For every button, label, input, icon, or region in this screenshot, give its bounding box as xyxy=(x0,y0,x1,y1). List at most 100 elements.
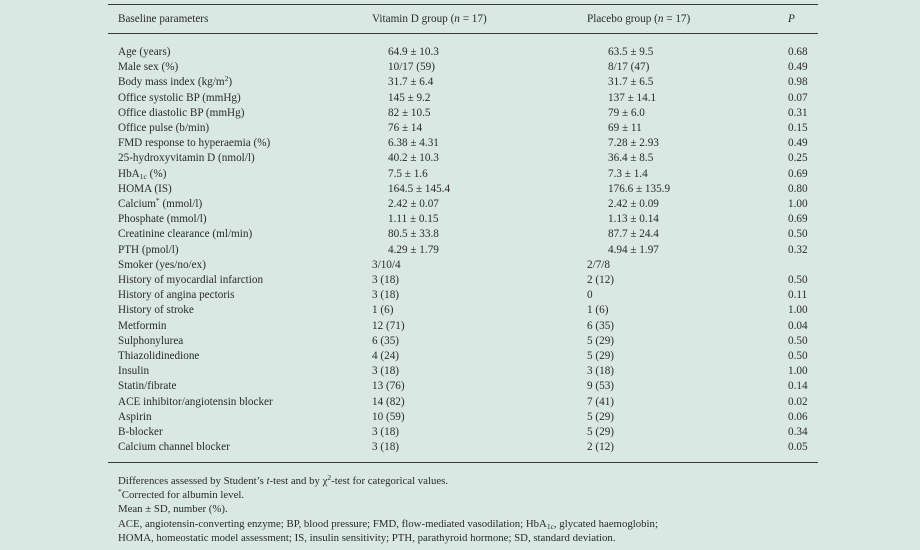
row-label: HOMA (IS) xyxy=(118,182,172,195)
placebo-value: 0 xyxy=(587,289,593,302)
row-label: Office systolic BP (mmHg) xyxy=(118,91,241,104)
header-rule xyxy=(108,33,818,34)
table-row: HbA1c (%) 7.5 ± 1.6 7.3 ± 1.4 0.69 xyxy=(0,167,920,182)
row-label: 25-hydroxyvitamin D (nmol/l) xyxy=(118,152,255,165)
table-row: FMD response to hyperaemia (%) 6.38 ± 4.3… xyxy=(0,136,920,151)
row-label: Creatinine clearance (ml/min) xyxy=(118,228,253,241)
table-footnotes: Differences assessed by Student’s t-test… xyxy=(118,474,658,545)
row-label: Statin/fibrate xyxy=(118,380,177,393)
vitamin-d-value: 164.5 ± 145.4 xyxy=(388,182,451,195)
placebo-value: 3 (18) xyxy=(587,365,615,378)
p-value: 1.00 xyxy=(788,198,808,210)
row-label: Calcium channel blocker xyxy=(118,441,230,454)
vitamin-d-value: 3 (18) xyxy=(372,274,400,286)
table-row: Office diastolic BP (mmHg) 82 ± 10.5 79 ± … xyxy=(0,106,920,121)
p-value: 0.49 xyxy=(788,61,808,74)
header-vitamin-d: Vitamin D group (n = 17) xyxy=(372,13,487,25)
placebo-value: 5 (29) xyxy=(587,350,615,362)
table-row: Creatinine clearance (ml/min) 80.5 ± 33.8… xyxy=(0,227,920,242)
p-value: 0.25 xyxy=(788,152,808,165)
placebo-value: 5 (29) xyxy=(587,334,615,347)
row-label: Smoker (yes/no/ex) xyxy=(118,258,206,271)
header-parameters: Baseline parameters xyxy=(118,13,209,25)
top-rule xyxy=(108,4,818,5)
vitamin-d-value: 6 (35) xyxy=(372,334,400,347)
placebo-value: 2.42 ± 0.09 xyxy=(608,198,659,210)
table-row: Calcium channel blocker 3 (18) 2 (12) 0.05 xyxy=(0,440,920,455)
placebo-value: 2 (12) xyxy=(587,441,615,454)
p-value: 0.32 xyxy=(788,243,808,256)
row-label: Office diastolic BP (mmHg) xyxy=(118,106,245,119)
row-label: Male sex (%) xyxy=(118,61,179,74)
row-label: Sulphonylurea xyxy=(118,334,184,347)
table-row: Aspirin 10 (59) 5 (29) 0.06 xyxy=(0,410,920,425)
table-row: 25-hydroxyvitamin D (nmol/l) 40.2 ± 10.3 3… xyxy=(0,151,920,166)
vitamin-d-value: 10 (59) xyxy=(372,410,405,423)
table-row: Office systolic BP (mmHg) 145 ± 9.2 137 ± … xyxy=(0,91,920,106)
table-row: Body mass index (kg/m2) 31.7 ± 6.4 31.7 ± … xyxy=(0,75,920,90)
placebo-value: 36.4 ± 8.5 xyxy=(608,152,654,165)
table-row: History of stroke 1 (6) 1 (6) 1.00 xyxy=(0,303,920,318)
row-label: Thiazolidinedione xyxy=(118,350,200,362)
vitamin-d-value: 14 (82) xyxy=(372,395,405,408)
vitamin-d-value: 7.5 ± 1.6 xyxy=(388,167,428,180)
p-value: 0.07 xyxy=(788,91,808,104)
header-placebo: Placebo group (n = 17) xyxy=(587,13,691,25)
row-label: Aspirin xyxy=(118,410,152,423)
p-value: 0.69 xyxy=(788,213,808,226)
row-label: Body mass index (kg/m2) xyxy=(118,74,233,89)
vitamin-d-value: 80.5 ± 33.8 xyxy=(388,228,439,241)
row-label: Age (years) xyxy=(118,46,171,58)
placebo-value: 176.6 ± 135.9 xyxy=(608,182,671,195)
table-row: Metformin 12 (71) 6 (35) 0.04 xyxy=(0,319,920,334)
p-value: 0.14 xyxy=(788,380,808,393)
placebo-value: 7.28 ± 2.93 xyxy=(608,137,659,150)
placebo-value: 63.5 ± 9.5 xyxy=(608,46,654,58)
placebo-value: 137 ± 14.1 xyxy=(608,91,657,104)
row-label: History of myocardial infarction xyxy=(118,274,264,286)
row-label: HbA1c (%) xyxy=(118,167,167,181)
bottom-rule xyxy=(108,462,818,463)
p-value: 0.49 xyxy=(788,137,808,150)
placebo-value: 9 (53) xyxy=(587,380,615,393)
vitamin-d-value: 13 (76) xyxy=(372,380,405,393)
vitamin-d-value: 6.38 ± 4.31 xyxy=(388,137,439,150)
vitamin-d-value: 4 (24) xyxy=(372,350,400,362)
row-label: History of angina pectoris xyxy=(118,289,235,302)
table-row: B-blocker 3 (18) 5 (29) 0.34 xyxy=(0,425,920,440)
table-row: Office pulse (b/min) 76 ± 14 69 ± 11 0.15 xyxy=(0,121,920,136)
table-row: Smoker (yes/no/ex) 3/10/4 2/7/8 xyxy=(0,258,920,273)
p-value: 0.50 xyxy=(788,274,808,286)
placebo-value: 5 (29) xyxy=(587,410,615,423)
vitamin-d-value: 4.29 ± 1.79 xyxy=(388,243,439,256)
vitamin-d-value: 3/10/4 xyxy=(372,258,401,271)
p-value: 0.15 xyxy=(788,122,808,134)
row-label: Office pulse (b/min) xyxy=(118,122,210,134)
p-value: 0.04 xyxy=(788,319,808,332)
p-value: 0.50 xyxy=(788,334,808,347)
placebo-value: 7 (41) xyxy=(587,395,615,408)
placebo-value: 69 ± 11 xyxy=(608,122,642,134)
vitamin-d-value: 82 ± 10.5 xyxy=(388,106,431,119)
table-row: Sulphonylurea 6 (35) 5 (29) 0.50 xyxy=(0,334,920,349)
p-value: 0.68 xyxy=(788,46,808,58)
p-value: 0.02 xyxy=(788,395,808,408)
vitamin-d-value: 12 (71) xyxy=(372,319,405,332)
p-value: 0.05 xyxy=(788,441,808,454)
row-label: History of stroke xyxy=(118,304,194,317)
row-label: B-blocker xyxy=(118,426,163,438)
table-row: Insulin 3 (18) 3 (18) 1.00 xyxy=(0,364,920,379)
footnote-abbreviations-1: ACE, angiotensin-converting enzyme; BP, … xyxy=(118,517,658,531)
vitamin-d-value: 31.7 ± 6.4 xyxy=(388,76,434,89)
row-label: Insulin xyxy=(118,365,150,378)
placebo-value: 4.94 ± 1.97 xyxy=(608,243,659,256)
p-value: 0.34 xyxy=(788,426,808,438)
row-label: Calcium* (mmol/l) xyxy=(118,196,203,210)
row-label: Metformin xyxy=(118,319,167,332)
table-row: ACE inhibitor/angiotensin blocker 14 (82)… xyxy=(0,395,920,410)
vitamin-d-value: 2.42 ± 0.07 xyxy=(388,198,439,210)
placebo-value: 5 (29) xyxy=(587,426,615,438)
footnote-abbreviations-2: HOMA, homeostatic model assessment; IS, … xyxy=(118,531,616,544)
p-value: 0.50 xyxy=(788,228,808,241)
